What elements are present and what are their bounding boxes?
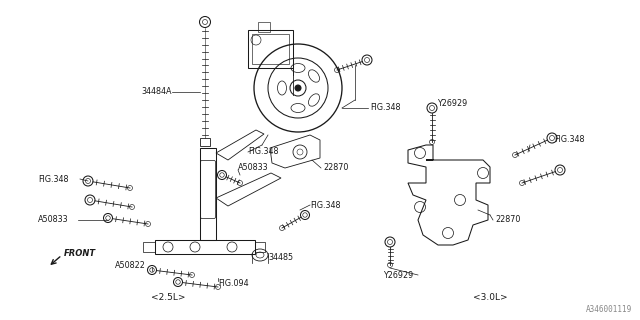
Text: 22870: 22870 xyxy=(495,215,520,225)
Text: FRONT: FRONT xyxy=(64,249,96,258)
Text: 22870: 22870 xyxy=(323,164,348,172)
Bar xyxy=(248,30,293,68)
Text: A50833: A50833 xyxy=(238,164,269,172)
Bar xyxy=(155,240,255,254)
Bar xyxy=(255,242,265,252)
Circle shape xyxy=(295,85,301,91)
Text: FIG.348: FIG.348 xyxy=(248,148,278,156)
Text: FIG.348: FIG.348 xyxy=(370,102,401,111)
Text: A50833: A50833 xyxy=(38,215,68,225)
Text: 34485: 34485 xyxy=(268,252,293,261)
Text: A346001119: A346001119 xyxy=(586,305,632,314)
Text: 34484A: 34484A xyxy=(141,87,172,97)
Text: <3.0L>: <3.0L> xyxy=(473,293,508,302)
Text: Y26929: Y26929 xyxy=(383,270,413,279)
Bar xyxy=(143,242,155,252)
Bar xyxy=(200,138,210,146)
Text: FIG.348: FIG.348 xyxy=(38,174,68,183)
Text: FIG.348: FIG.348 xyxy=(310,201,340,210)
Text: FIG.348: FIG.348 xyxy=(554,135,584,145)
Text: Y26929: Y26929 xyxy=(437,99,467,108)
Text: <2.5L>: <2.5L> xyxy=(151,293,185,302)
Bar xyxy=(252,34,289,64)
Text: A50822: A50822 xyxy=(115,260,146,269)
Text: FIG.094: FIG.094 xyxy=(218,279,248,289)
Bar xyxy=(258,22,270,32)
